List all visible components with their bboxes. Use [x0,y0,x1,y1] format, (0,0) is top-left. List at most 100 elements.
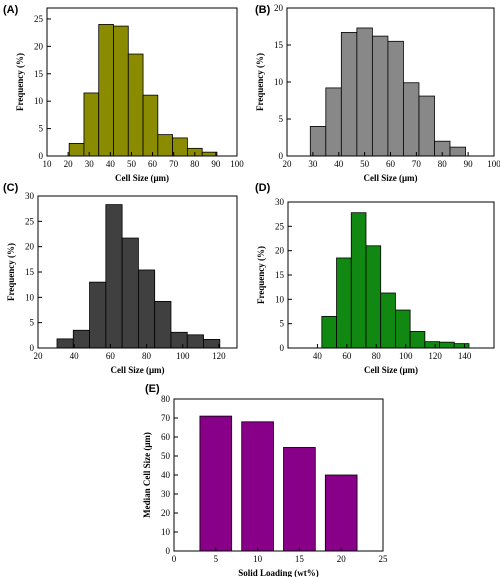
y-tick-label: 25 [25,216,35,226]
bar-D-9 [453,343,470,349]
bar-C-6 [154,300,172,349]
bar-D-6 [409,331,426,349]
bar-D-4 [380,292,396,349]
bar-B-5 [387,40,404,157]
panel-A: (A) 10 20 30 40 50 60 70 80 90 100 0 5 10 15 20 25 Cell S… [3,4,244,183]
panel-label: (C) [3,182,19,194]
x-tick-label: 100 [230,159,244,169]
y-tick-label: 20 [34,41,44,51]
y-axis-title: Frequency (%) [6,243,16,301]
bar-D-0 [321,315,337,349]
panel-label: (D) [255,182,271,194]
x-tick-label: 10 [43,159,53,169]
x-tick-label: 80 [190,159,200,169]
y-tick-label: 0 [30,343,35,353]
x-tick-label: 25 [379,554,389,564]
x-tick-label: 30 [85,159,95,169]
y-tick-label: 20 [25,242,35,252]
bar-C-1 [72,329,90,349]
bar-B-4 [371,35,389,157]
panel-E: (E) 0 5 10 15 20 25 0 10 20 30 40 50 60 70 80 Solid Load… [142,383,388,577]
y-tick-label: 5 [279,114,284,124]
x-axis-title: Cell Size (μm) [364,365,418,375]
x-tick-label: 60 [148,159,158,169]
bar-B-6 [403,82,420,157]
x-tick-label: 60 [106,351,116,361]
y-axis-title: Frequency (%) [15,53,25,111]
y-tick-label: 10 [161,527,171,537]
bar-A-3 [113,25,129,157]
bar-B-1 [325,87,342,157]
x-tick-label: 70 [169,159,179,169]
x-tick-label: 90 [211,159,221,169]
bar-E-3 [324,474,358,552]
x-tick-label: 30 [308,159,318,169]
x-tick-label: 20 [337,554,347,564]
y-tick-label: 10 [274,77,284,87]
bar-C-2 [89,281,107,349]
x-tick-label: 40 [334,159,344,169]
bar-C-3 [105,204,123,349]
x-tick-label: 120 [428,351,442,361]
y-tick-label: 40 [161,470,171,480]
x-axis-title: Cell Size (μm) [110,365,164,375]
y-tick-label: 25 [34,14,44,24]
y-tick-label: 10 [34,96,44,106]
y-tick-label: 60 [161,432,171,442]
y-tick-label: 30 [25,191,35,201]
bar-E-1 [241,421,274,552]
panel-label: (A) [3,4,19,16]
x-tick-label: 20 [64,159,74,169]
panel-label: (E) [145,383,160,395]
y-tick-label: 20 [275,246,285,256]
y-tick-label: 5 [30,318,35,328]
x-tick-label: 100 [176,351,190,361]
x-tick-label: 120 [212,351,226,361]
y-tick-label: 0 [39,151,44,161]
bar-C-9 [203,338,221,349]
y-tick-label: 0 [280,343,285,353]
bar-A-7 [172,137,188,157]
y-tick-label: 80 [161,394,171,404]
y-tick-label: 15 [25,267,35,277]
y-axis-title: Median Cell Size (μm) [142,432,152,518]
x-tick-label: 40 [106,159,116,169]
bar-C-5 [138,269,156,349]
y-tick-label: 15 [34,69,44,79]
y-tick-label: 5 [39,124,44,134]
x-tick-label: 50 [127,159,137,169]
x-tick-label: 90 [464,159,474,169]
x-tick-label: 5 [214,554,219,564]
y-tick-label: 50 [161,451,171,461]
x-axis-title: Solid Loading (wt%) [238,568,319,577]
x-tick-label: 80 [142,351,152,361]
bar-C-4 [121,237,139,349]
x-axis-title: Cell Size (μm) [363,173,417,183]
y-tick-label: 20 [161,508,171,518]
y-tick-label: 10 [25,292,35,302]
x-tick-label: 80 [438,159,448,169]
x-tick-label: 10 [253,554,263,564]
bar-C-8 [186,334,204,349]
panel-D: (D) 40 60 80 100 120 140 0 5 10 15 20 25 30 Cell Size … [255,182,495,375]
y-tick-label: 30 [275,197,285,207]
x-tick-label: 20 [34,351,44,361]
x-tick-label: 100 [487,159,500,169]
bar-B-0 [309,126,327,157]
bar-A-2 [98,24,114,157]
bar-B-7 [418,95,435,157]
bar-A-4 [127,53,144,157]
bar-A-1 [83,92,100,157]
bar-D-3 [365,245,382,349]
y-axis-title: Frequency (%) [256,246,266,304]
bar-D-2 [350,212,367,349]
bar-E-2 [283,447,316,552]
x-tick-label: 140 [458,351,472,361]
panel-C: (C) 20 40 60 80 100 120 0 5 10 15 20 25 30 Cell Size (… [3,182,238,375]
y-tick-label: 10 [275,294,285,304]
x-tick-label: 70 [412,159,422,169]
x-tick-label: 40 [70,351,80,361]
x-tick-label: 20 [283,159,293,169]
